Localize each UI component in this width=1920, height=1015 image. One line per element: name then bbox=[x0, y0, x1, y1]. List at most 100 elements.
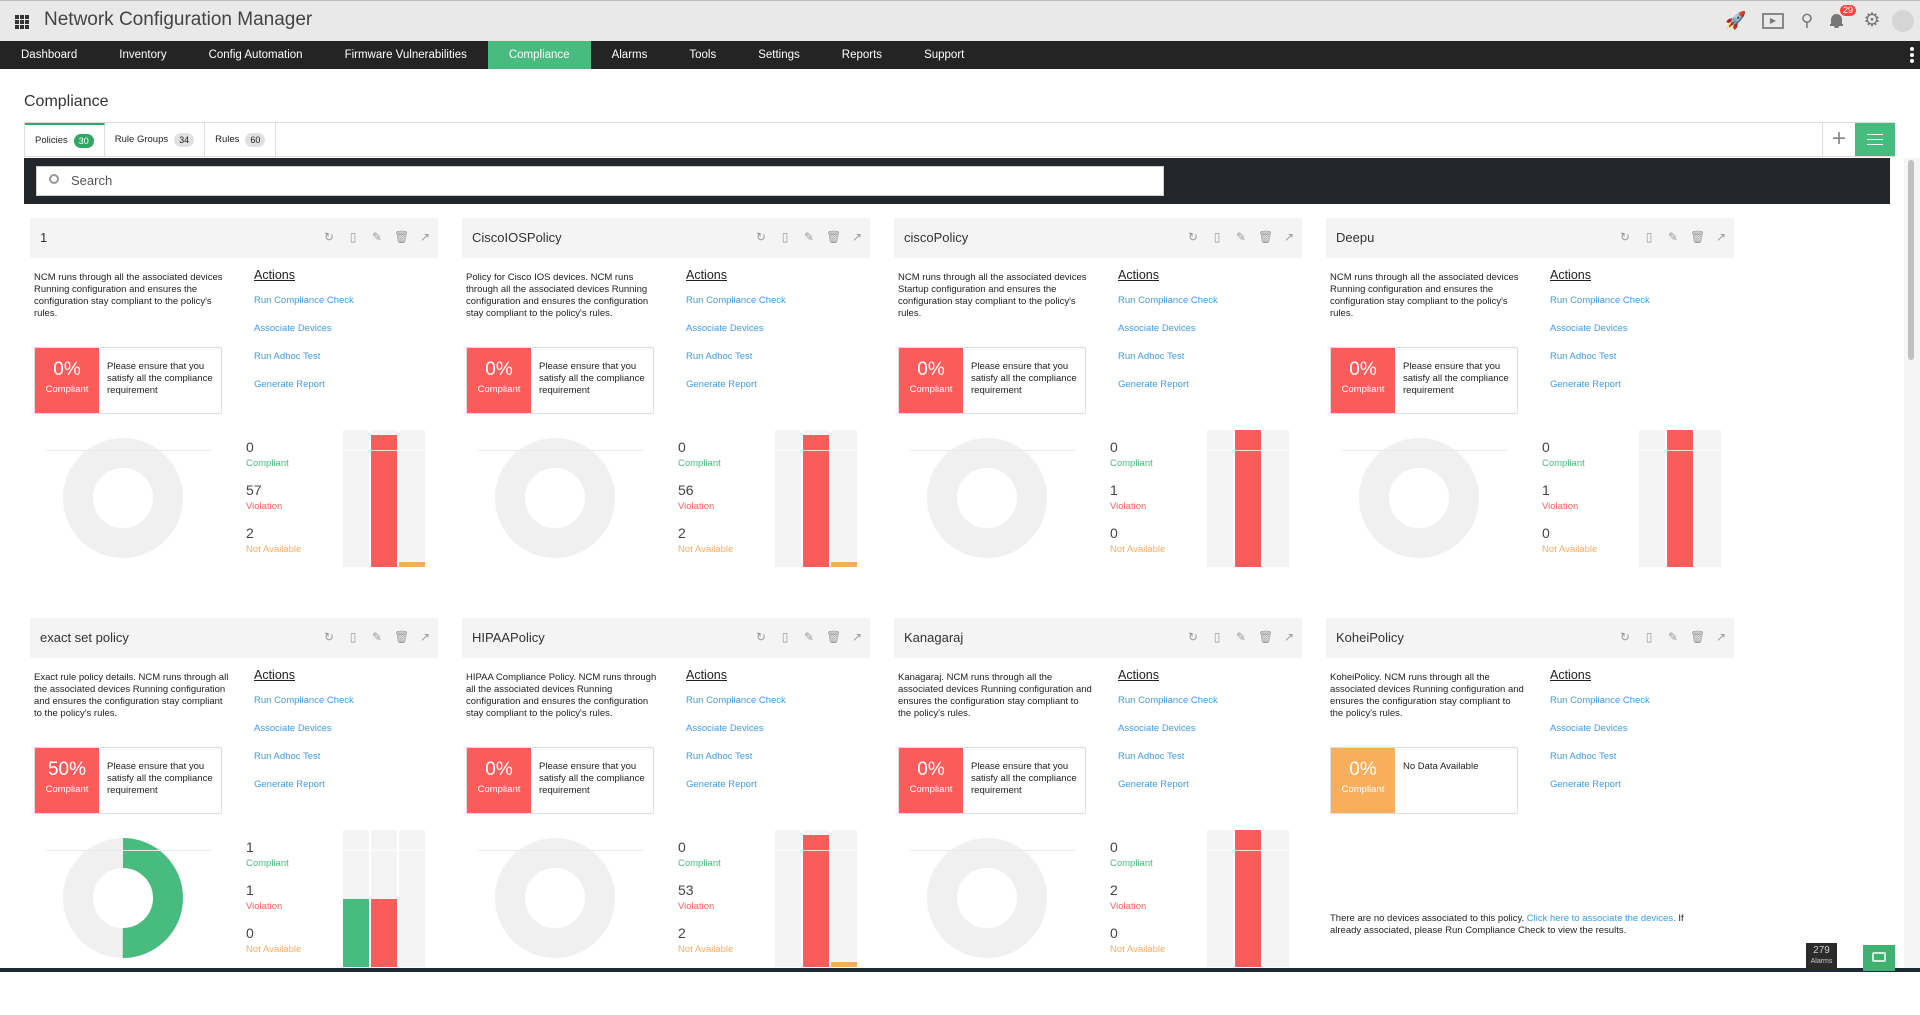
refresh-icon[interactable]: ↻ bbox=[1187, 230, 1199, 244]
pdf-icon[interactable]: ▯ bbox=[349, 230, 357, 244]
export-icon[interactable]: ↗ bbox=[419, 630, 431, 644]
delete-icon[interactable]: 🗑 bbox=[1258, 630, 1272, 644]
nav-item-reports[interactable]: Reports bbox=[841, 49, 883, 61]
scrollbar-thumb[interactable] bbox=[1908, 160, 1914, 360]
refresh-icon[interactable]: ↻ bbox=[323, 230, 335, 244]
edit-icon[interactable]: ✎ bbox=[803, 630, 815, 644]
action-link-associate-devices[interactable]: Associate Devices bbox=[1118, 723, 1196, 734]
delete-icon[interactable]: 🗑 bbox=[1690, 630, 1704, 644]
action-link-run-compliance-check[interactable]: Run Compliance Check bbox=[1118, 295, 1218, 306]
nav-item-inventory[interactable]: Inventory bbox=[119, 49, 167, 61]
refresh-icon[interactable]: ↻ bbox=[755, 230, 767, 244]
edit-icon[interactable]: ✎ bbox=[803, 230, 815, 244]
action-link-run-compliance-check[interactable]: Run Compliance Check bbox=[1118, 695, 1218, 706]
apps-grid-icon[interactable] bbox=[15, 15, 29, 29]
policy-name[interactable]: HIPAAPolicy bbox=[472, 630, 545, 645]
refresh-icon[interactable]: ↻ bbox=[323, 630, 335, 644]
export-icon[interactable]: ↗ bbox=[1283, 630, 1295, 644]
action-link-run-adhoc-test[interactable]: Run Adhoc Test bbox=[254, 751, 321, 762]
associate-devices-link[interactable]: Click here to associate the devices. bbox=[1526, 913, 1676, 924]
pdf-icon[interactable]: ▯ bbox=[1213, 630, 1221, 644]
pdf-icon[interactable]: ▯ bbox=[1645, 630, 1653, 644]
action-link-run-adhoc-test[interactable]: Run Adhoc Test bbox=[1118, 351, 1185, 362]
tab-rules[interactable]: Rules 60 bbox=[205, 123, 277, 156]
action-link-generate-report[interactable]: Generate Report bbox=[1550, 379, 1621, 390]
policy-name[interactable]: 1 bbox=[40, 230, 48, 245]
action-link-generate-report[interactable]: Generate Report bbox=[254, 379, 325, 390]
refresh-icon[interactable]: ↻ bbox=[1619, 230, 1631, 244]
tab-policies[interactable]: Policies 30 bbox=[25, 123, 105, 156]
nav-item-tools[interactable]: Tools bbox=[689, 49, 717, 61]
action-link-run-compliance-check[interactable]: Run Compliance Check bbox=[686, 295, 786, 306]
nav-item-settings[interactable]: Settings bbox=[758, 49, 800, 61]
action-link-run-adhoc-test[interactable]: Run Adhoc Test bbox=[686, 751, 753, 762]
action-link-run-compliance-check[interactable]: Run Compliance Check bbox=[254, 695, 354, 706]
edit-icon[interactable]: ✎ bbox=[371, 630, 383, 644]
action-link-generate-report[interactable]: Generate Report bbox=[254, 779, 325, 790]
more-options-icon[interactable] bbox=[1910, 47, 1914, 63]
presentation-icon[interactable]: ▶ bbox=[1762, 13, 1784, 29]
chat-button[interactable] bbox=[1863, 945, 1895, 971]
action-link-generate-report[interactable]: Generate Report bbox=[686, 779, 757, 790]
search-icon[interactable]: ⚲ bbox=[1800, 11, 1814, 30]
pdf-icon[interactable]: ▯ bbox=[781, 230, 789, 244]
alarms-button[interactable]: 279 Alarms bbox=[1806, 943, 1837, 969]
export-icon[interactable]: ↗ bbox=[1715, 630, 1727, 644]
export-icon[interactable]: ↗ bbox=[1715, 230, 1727, 244]
refresh-icon[interactable]: ↻ bbox=[755, 630, 767, 644]
menu-button[interactable] bbox=[1855, 123, 1895, 156]
nav-item-alarms[interactable]: Alarms bbox=[611, 49, 648, 61]
policy-name[interactable]: Kanagaraj bbox=[904, 630, 964, 645]
search-input[interactable]: Search bbox=[36, 166, 1164, 196]
avatar[interactable] bbox=[1892, 10, 1914, 32]
bell-icon[interactable] bbox=[1830, 14, 1843, 28]
edit-icon[interactable]: ✎ bbox=[1667, 630, 1679, 644]
action-link-run-compliance-check[interactable]: Run Compliance Check bbox=[686, 695, 786, 706]
nav-item-firmware-vulnerabilities[interactable]: Firmware Vulnerabilities bbox=[344, 49, 467, 61]
policy-name[interactable]: ciscoPolicy bbox=[904, 230, 969, 245]
pdf-icon[interactable]: ▯ bbox=[1645, 230, 1653, 244]
action-link-associate-devices[interactable]: Associate Devices bbox=[254, 723, 332, 734]
add-button[interactable]: + bbox=[1822, 122, 1855, 157]
edit-icon[interactable]: ✎ bbox=[1667, 230, 1679, 244]
policy-name[interactable]: exact set policy bbox=[40, 630, 129, 645]
action-link-run-adhoc-test[interactable]: Run Adhoc Test bbox=[1118, 751, 1185, 762]
action-link-associate-devices[interactable]: Associate Devices bbox=[1118, 323, 1196, 334]
action-link-generate-report[interactable]: Generate Report bbox=[1550, 779, 1621, 790]
export-icon[interactable]: ↗ bbox=[419, 230, 431, 244]
policy-name[interactable]: CiscoIOSPolicy bbox=[472, 230, 562, 245]
edit-icon[interactable]: ✎ bbox=[1235, 630, 1247, 644]
action-link-associate-devices[interactable]: Associate Devices bbox=[686, 323, 764, 334]
delete-icon[interactable]: 🗑 bbox=[394, 630, 408, 644]
export-icon[interactable]: ↗ bbox=[851, 230, 863, 244]
delete-icon[interactable]: 🗑 bbox=[826, 630, 840, 644]
pdf-icon[interactable]: ▯ bbox=[349, 630, 357, 644]
nav-item-dashboard[interactable]: Dashboard bbox=[21, 49, 78, 61]
pdf-icon[interactable]: ▯ bbox=[1213, 230, 1221, 244]
nav-item-compliance[interactable]: Compliance bbox=[487, 41, 591, 69]
edit-icon[interactable]: ✎ bbox=[371, 230, 383, 244]
action-link-generate-report[interactable]: Generate Report bbox=[1118, 379, 1189, 390]
nav-item-config-automation[interactable]: Config Automation bbox=[208, 49, 303, 61]
action-link-associate-devices[interactable]: Associate Devices bbox=[254, 323, 332, 334]
pdf-icon[interactable]: ▯ bbox=[781, 630, 789, 644]
action-link-generate-report[interactable]: Generate Report bbox=[1118, 779, 1189, 790]
export-icon[interactable]: ↗ bbox=[851, 630, 863, 644]
action-link-associate-devices[interactable]: Associate Devices bbox=[1550, 723, 1628, 734]
action-link-run-compliance-check[interactable]: Run Compliance Check bbox=[1550, 695, 1650, 706]
policy-name[interactable]: KoheiPolicy bbox=[1336, 630, 1404, 645]
policy-name[interactable]: Deepu bbox=[1336, 230, 1375, 245]
action-link-generate-report[interactable]: Generate Report bbox=[686, 379, 757, 390]
delete-icon[interactable]: 🗑 bbox=[1258, 230, 1272, 244]
refresh-icon[interactable]: ↻ bbox=[1187, 630, 1199, 644]
gear-icon[interactable]: ⚙ bbox=[1863, 10, 1881, 31]
action-link-associate-devices[interactable]: Associate Devices bbox=[1550, 323, 1628, 334]
tab-rule-groups[interactable]: Rule Groups 34 bbox=[105, 123, 206, 156]
nav-item-support[interactable]: Support bbox=[924, 49, 965, 61]
action-link-run-compliance-check[interactable]: Run Compliance Check bbox=[254, 295, 354, 306]
action-link-run-adhoc-test[interactable]: Run Adhoc Test bbox=[1550, 751, 1617, 762]
refresh-icon[interactable]: ↻ bbox=[1619, 630, 1631, 644]
action-link-run-adhoc-test[interactable]: Run Adhoc Test bbox=[1550, 351, 1617, 362]
action-link-associate-devices[interactable]: Associate Devices bbox=[686, 723, 764, 734]
rocket-icon[interactable]: 🚀 bbox=[1725, 11, 1747, 30]
